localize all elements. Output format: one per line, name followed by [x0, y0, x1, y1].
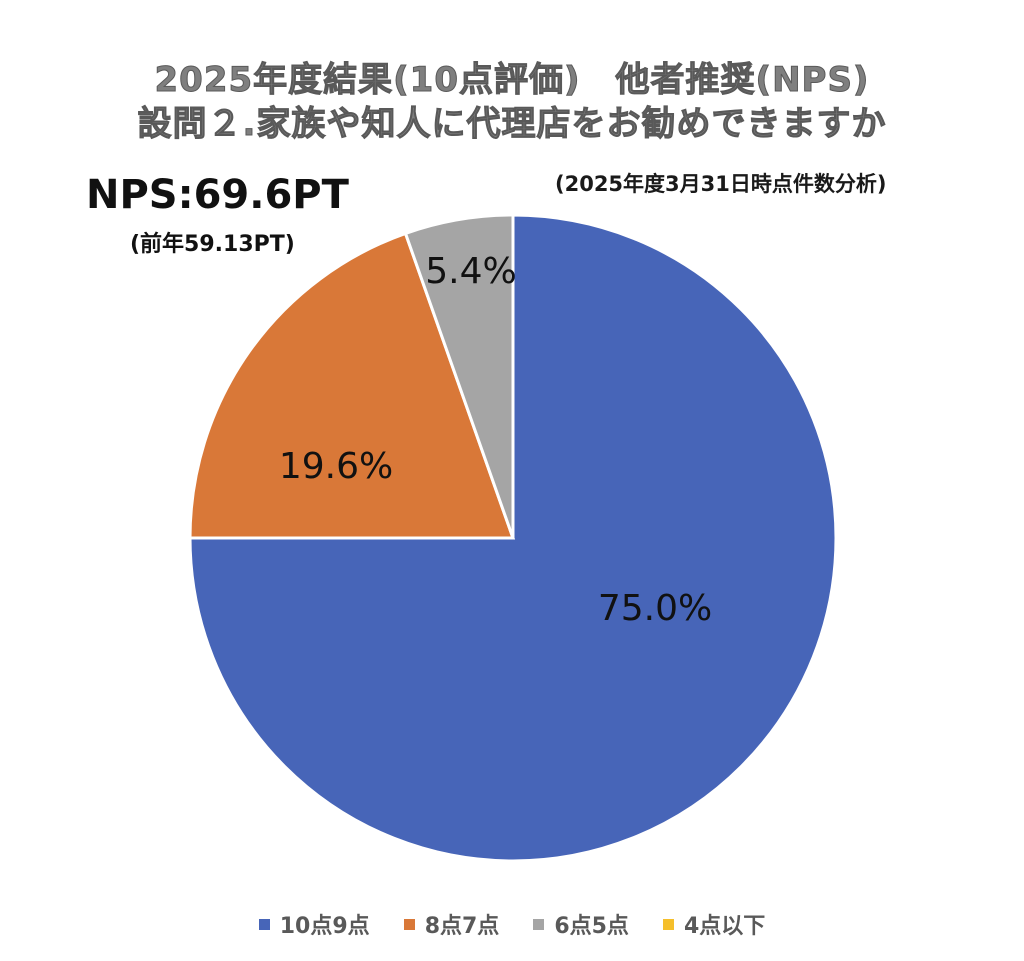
legend-swatch [662, 918, 674, 930]
slice-label-1: 75.0% [598, 588, 712, 629]
legend-item-1: 10点9点 [258, 908, 370, 940]
legend-swatch [533, 918, 545, 930]
legend-item-3: 6点5点 [533, 908, 629, 940]
chart-title-line1: 2025年度結果(10点評価) 他者推奨(NPS) [154, 60, 870, 101]
legend-label: 8点7点 [424, 914, 500, 939]
chart-title-line2: 設問２.家族や知人に代理店をお勧めできますか [137, 104, 887, 145]
legend-label: 4点以下 [683, 914, 766, 939]
legend-label: 6点5点 [554, 914, 629, 939]
legend-item-4: 4点以下 [662, 908, 766, 940]
legend-swatch [403, 918, 415, 930]
legend-swatch [258, 918, 270, 930]
legend: 10点9点 8点7点 6点5点 4点以下 [0, 908, 1024, 940]
nps-score: NPS:69.6PT [86, 172, 349, 218]
legend-label: 10点9点 [279, 914, 370, 939]
previous-year-score: (前年59.13PT) [130, 232, 295, 257]
legend-item-2: 8点7点 [403, 908, 500, 940]
pie-slice-3 [403, 213, 515, 539]
slice-label-2: 19.6% [279, 446, 393, 487]
date-note: (2025年度3月31日時点件数分析) [555, 172, 887, 196]
slice-label-3: 5.4% [425, 251, 516, 292]
